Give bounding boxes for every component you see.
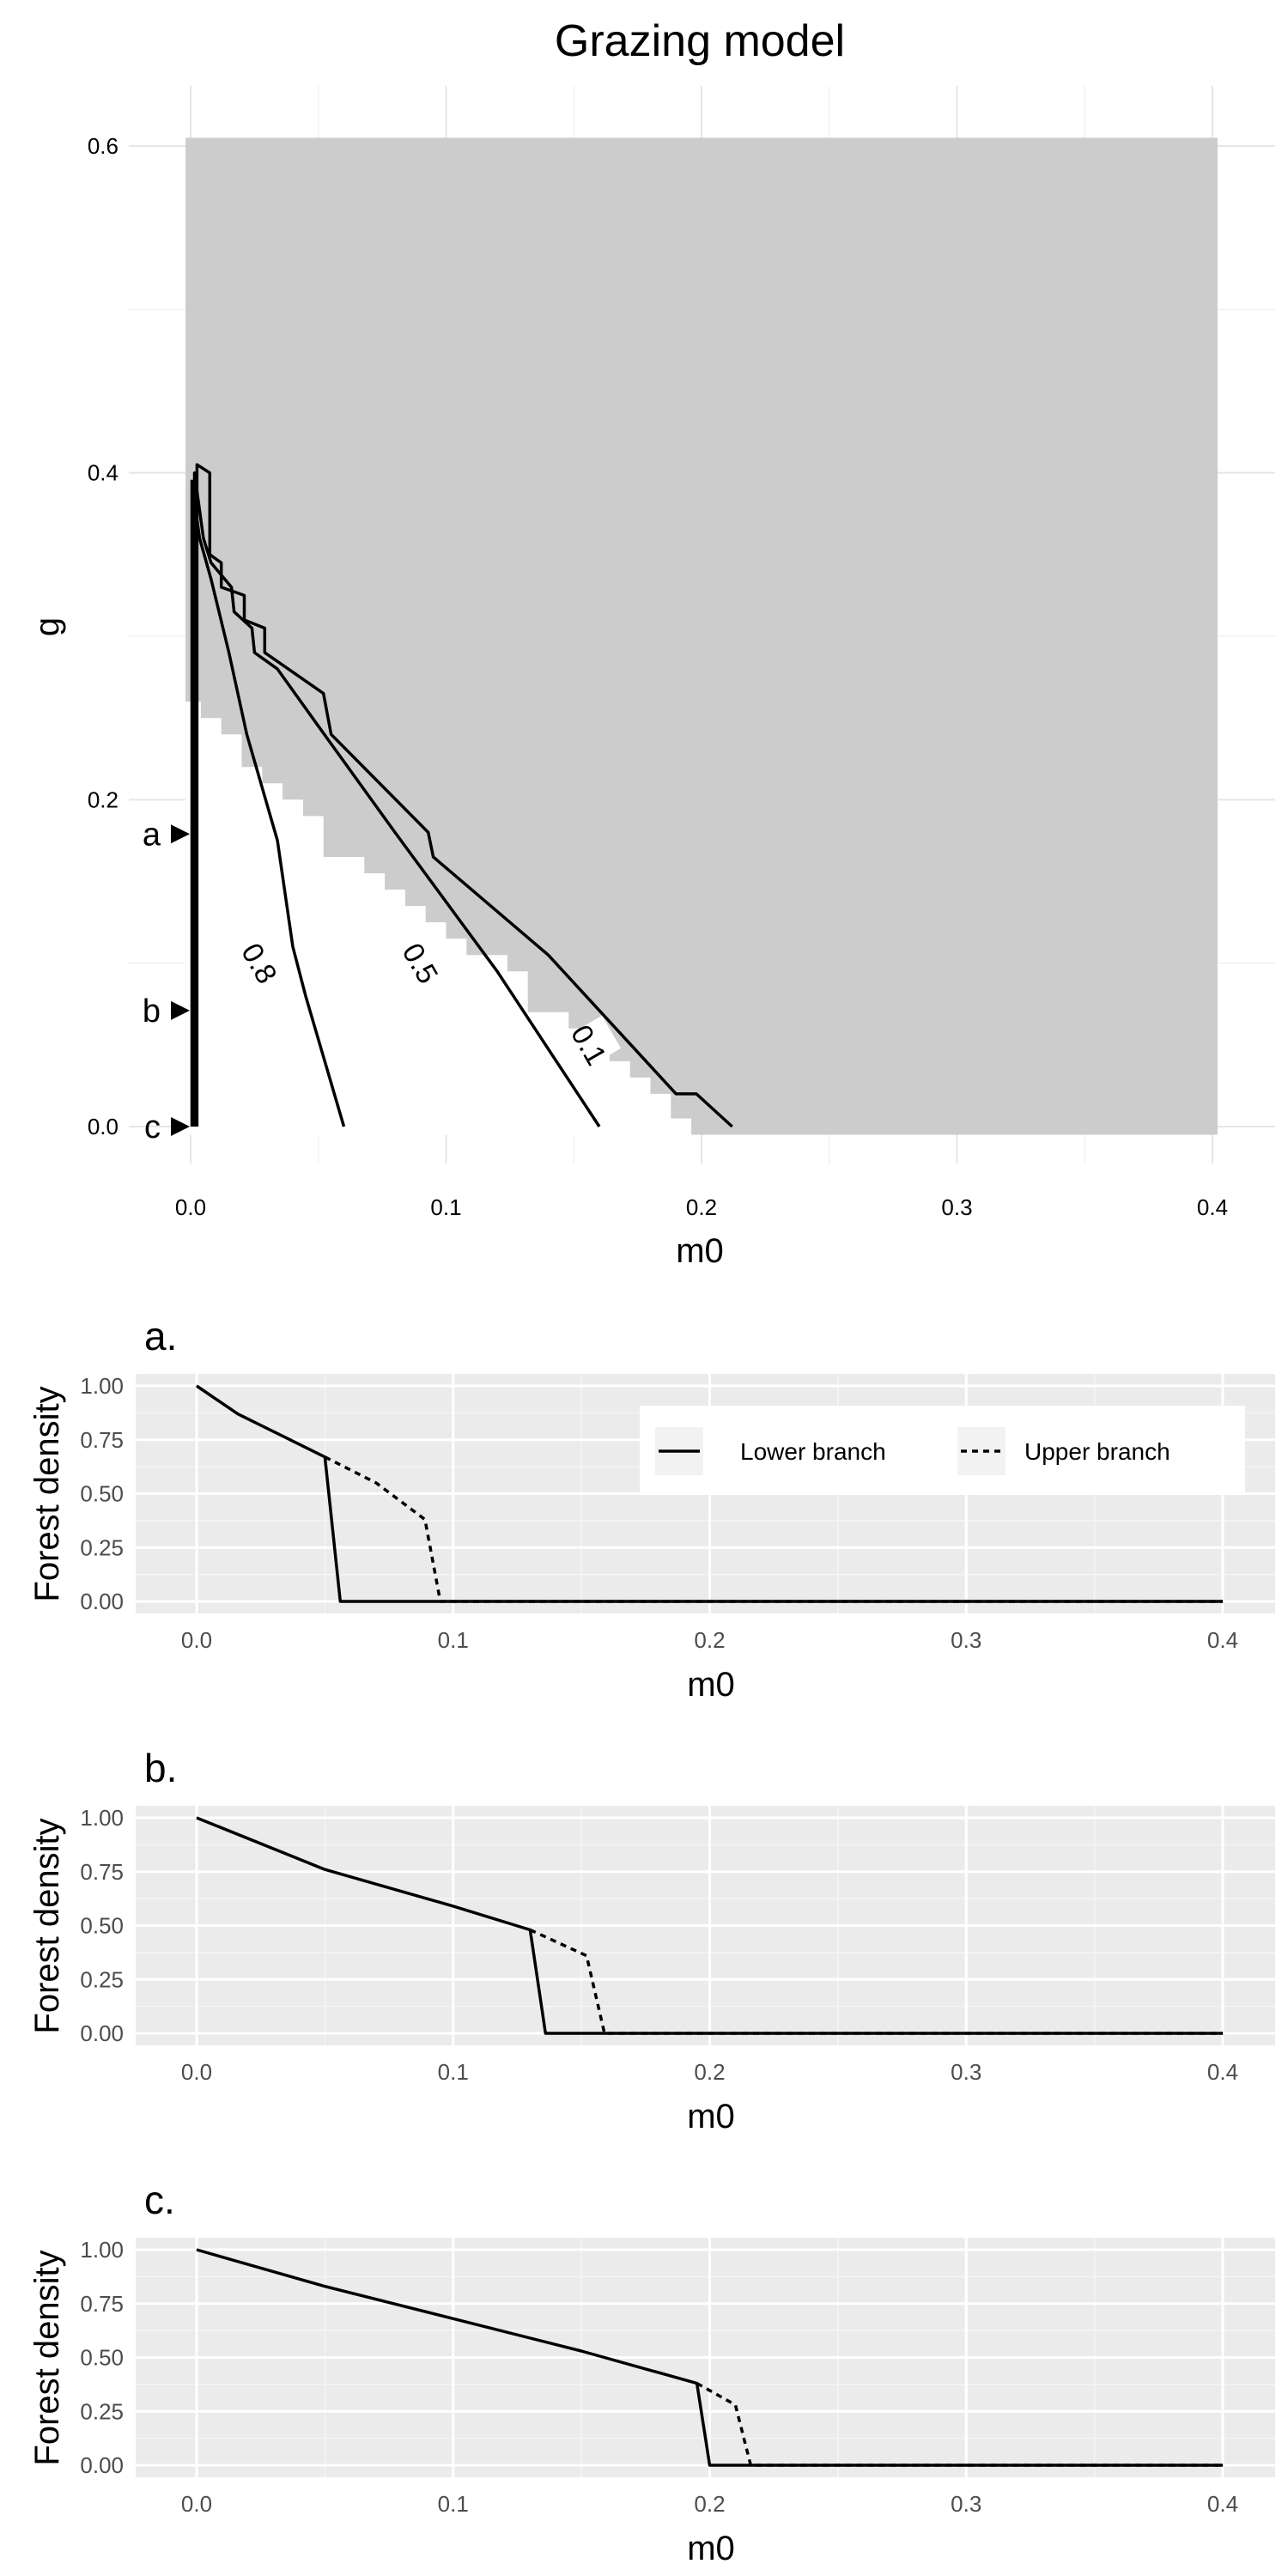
panel-b-series — [196, 1816, 1223, 2035]
panel-b-title: b. — [144, 1746, 177, 1790]
line-panel-c: c. 0.0 0.1 0.2 0.3 0.4 0.000.250.500.751.00 … — [28, 2178, 1275, 2567]
heatmap-y-tick-label: 0.0 — [88, 1114, 118, 1139]
forest-absent-region — [185, 137, 1218, 1135]
x-tick-label: 0.2 — [694, 2491, 725, 2517]
y-tick-label: 0.50 — [80, 2345, 124, 2371]
series-lower-branch — [196, 1816, 1223, 2035]
y-tick-label: 0.50 — [80, 1913, 124, 1939]
panel-a-y-axis-title: Forest density — [28, 1386, 66, 1601]
y-tick-label: 1.00 — [80, 1805, 124, 1831]
y-tick-label: 0.75 — [80, 1859, 124, 1885]
heatmap-y-tick-label: 0.2 — [88, 787, 118, 812]
x-tick-label: 0.4 — [1207, 2491, 1238, 2517]
x-tick-label: 0.0 — [181, 2059, 212, 2085]
series-lower-branch — [196, 2248, 1223, 2467]
y-tick-label: 0.25 — [80, 2398, 124, 2424]
line-panel-b: b. 0.0 0.1 0.2 0.3 0.4 0.000.250.500.751.00 … — [28, 1746, 1275, 2136]
y-tick-label: 0.25 — [80, 1966, 124, 1992]
panel-c-y-ticks: 0.00 0.25 0.50 0.75 1.00 — [80, 2237, 124, 2478]
heatmap-x-axis-title: m0 — [676, 1232, 724, 1270]
panel-a-title: a. — [144, 1314, 177, 1358]
legend-label-upper-branch: Upper branch — [1024, 1438, 1170, 1465]
x-tick-label: 0.2 — [694, 2059, 725, 2085]
x-tick-label: 0.0 — [181, 2491, 212, 2517]
y-tick-label: 0.00 — [80, 2452, 124, 2478]
panel-c-x-ticks: 0.0 0.1 0.2 0.3 0.4 — [181, 2491, 1238, 2517]
marker-label-c: c — [144, 1109, 161, 1145]
contour-label-backdrop-0.1 — [557, 1015, 622, 1074]
heatmap-y-tick-label: 0.6 — [88, 133, 118, 159]
panel-a-y-ticks: 0.00 0.25 0.50 0.75 1.00 — [80, 1373, 124, 1614]
x-tick-label: 0.3 — [951, 1627, 981, 1653]
y-tick-label: 0.50 — [80, 1481, 124, 1507]
x-tick-label: 0.4 — [1207, 1627, 1238, 1653]
panel-c-title: c. — [144, 2178, 175, 2222]
panel-c-y-axis-title: Forest density — [28, 2250, 66, 2465]
heatmap-x-ticks: 0.0 0.1 0.2 0.3 0.4 — [175, 1194, 1228, 1220]
contour-label-backdrop-0.8 — [228, 933, 292, 993]
y-tick-label: 0.75 — [80, 1427, 124, 1453]
legend-label-lower-branch: Lower branch — [740, 1438, 886, 1465]
heatmap-markers: a b c — [143, 817, 190, 1145]
x-tick-label: 0.1 — [438, 2491, 469, 2517]
heatmap-y-ticks: 0.0 0.2 0.4 0.6 — [88, 133, 118, 1139]
marker-label-a: a — [143, 817, 161, 853]
contour-label-backdrop-0.5 — [388, 933, 453, 993]
panel-a-x-axis-title: m0 — [687, 1666, 735, 1704]
heatmap-x-tick-label: 0.1 — [430, 1194, 461, 1220]
contour-line-0.8 — [190, 479, 346, 1127]
panel-b-x-ticks: 0.0 0.1 0.2 0.3 0.4 — [181, 2059, 1238, 2085]
x-tick-label: 0.0 — [181, 1627, 212, 1653]
x-tick-label: 0.1 — [438, 2059, 469, 2085]
x-tick-label: 0.1 — [438, 1627, 469, 1653]
contour-line-0.1 — [195, 463, 733, 1128]
y-tick-label: 0.75 — [80, 2291, 124, 2317]
heatmap-title: Grazing model — [555, 16, 845, 66]
contour-line-0.5 — [192, 471, 601, 1127]
y-tick-label: 0.00 — [80, 2020, 124, 2046]
panel-a-series — [196, 1384, 1223, 1603]
panel-b-x-axis-title: m0 — [687, 2098, 735, 2136]
heatmap-x-tick-label: 0.3 — [941, 1194, 972, 1220]
legend: Lower branch Upper branch — [640, 1406, 1245, 1495]
marker-arrow-c — [171, 1117, 190, 1136]
y-tick-label: 1.00 — [80, 2237, 124, 2263]
panel-c-x-axis-title: m0 — [687, 2530, 735, 2567]
marker-label-b: b — [143, 993, 161, 1030]
x-tick-label: 0.3 — [951, 2059, 981, 2085]
marker-arrow-a — [171, 824, 190, 844]
heatmap-x-tick-label: 0.4 — [1197, 1194, 1228, 1220]
panel-c-series — [196, 2248, 1223, 2467]
y-tick-label: 0.00 — [80, 1589, 124, 1614]
series-lower-branch — [196, 1384, 1223, 1603]
heatmap-contours: 0.10.50.8 — [190, 463, 733, 1128]
panel-a-x-ticks: 0.0 0.1 0.2 0.3 0.4 — [181, 1627, 1238, 1653]
heatmap-y-axis-title: g — [28, 617, 66, 636]
x-tick-label: 0.3 — [951, 2491, 981, 2517]
legend-box — [640, 1406, 1245, 1495]
panel-b-y-ticks: 0.00 0.25 0.50 0.75 1.00 — [80, 1805, 124, 2046]
x-tick-label: 0.2 — [694, 1627, 725, 1653]
y-tick-label: 0.25 — [80, 1534, 124, 1560]
x-tick-label: 0.4 — [1207, 2059, 1238, 2085]
y-tick-label: 1.00 — [80, 1373, 124, 1399]
bistable-region — [185, 702, 692, 1135]
heatmap-y-tick-label: 0.4 — [88, 460, 118, 486]
panel-b-y-axis-title: Forest density — [28, 1818, 66, 2033]
heatmap-panel: Grazing model 0.10.50.8 a b c 0.0 0.1 0.2 0.3… — [28, 16, 1275, 1270]
line-panel-a: a. 0.0 0.1 0.2 0.3 0.4 0.000.250.500.751.00 … — [28, 1314, 1275, 1704]
panel-c-gridlines — [136, 2238, 1275, 2477]
heatmap-x-tick-label: 0.2 — [686, 1194, 717, 1220]
heatmap-x-tick-label: 0.0 — [175, 1194, 206, 1220]
marker-arrow-b — [171, 1000, 190, 1020]
